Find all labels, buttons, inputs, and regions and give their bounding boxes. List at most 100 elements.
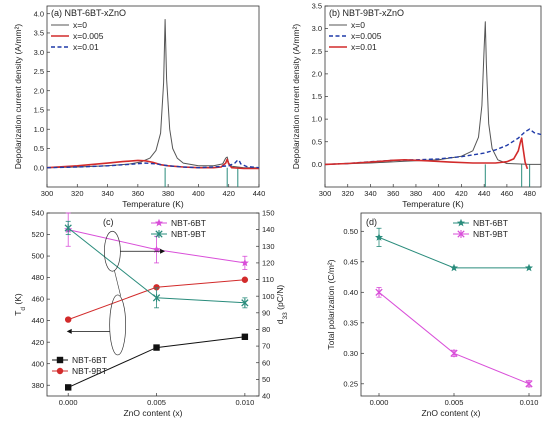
x-tick-label: 400 xyxy=(432,189,445,198)
legend-label: NBT-9BT xyxy=(473,229,508,239)
data-point xyxy=(152,293,161,302)
y-tick-label: 0.25 xyxy=(343,379,358,388)
legend-marker xyxy=(155,230,163,238)
legend-label: x=0.005 xyxy=(73,31,104,41)
x-tick-label: 360 xyxy=(132,189,145,198)
y-tick-label: 2.5 xyxy=(34,67,44,76)
series-line-x=0.005 xyxy=(324,128,542,166)
x-tick-label: 300 xyxy=(41,189,54,198)
y-right-tick-label: 80 xyxy=(262,325,270,334)
data-point xyxy=(64,223,72,232)
y-tick-label: 4.0 xyxy=(34,9,44,18)
y-tick-label: 3.0 xyxy=(34,48,44,57)
y-right-axis-label: d33 (pC/N) xyxy=(275,285,289,325)
x-axis-label: Temperature (K) xyxy=(122,199,184,209)
data-point xyxy=(525,263,533,272)
y-axis-label: Depolarization current density (A/mm²) xyxy=(13,24,23,170)
y-right-tick-label: 100 xyxy=(262,292,275,301)
y-right-tick-label: 140 xyxy=(262,225,275,234)
y-left-tick-label: 480 xyxy=(31,273,44,282)
plot-frame xyxy=(46,5,260,188)
y-right-tick-label: 40 xyxy=(262,392,270,401)
annotation-ellipse xyxy=(104,230,121,272)
y-left-tick-label: 520 xyxy=(31,230,44,239)
x-tick-label: 320 xyxy=(341,189,354,198)
y-right-tick-label: 150 xyxy=(262,209,275,218)
data-point xyxy=(241,333,249,340)
y-right-tick-label: 130 xyxy=(262,242,275,251)
legend-label: NBT-6BT xyxy=(473,218,508,228)
legend-marker xyxy=(56,367,64,375)
legend-label: x=0.005 xyxy=(351,31,382,41)
x-tick-label: 0.000 xyxy=(370,398,389,407)
data-point xyxy=(450,263,458,272)
legend-label: NBT-9BT xyxy=(171,229,206,239)
y-tick-label: 1.0 xyxy=(312,115,322,124)
panel-label: (b) NBT-9BT-xZnO xyxy=(329,8,404,18)
y-tick-label: 2.0 xyxy=(312,69,322,78)
y-tick-label: 0.40 xyxy=(343,288,358,297)
y-tick-label: 1.5 xyxy=(34,106,44,115)
x-tick-label: 380 xyxy=(410,189,423,198)
data-point xyxy=(375,288,383,297)
panel-c: 0.000 0.005 0.010 380 400 420 440 460 480 500 520 5… xyxy=(13,209,289,418)
y-tick-label: 2.0 xyxy=(34,86,44,95)
y-left-tick-label: 500 xyxy=(31,252,44,261)
y-tick-label: 0.45 xyxy=(343,257,358,266)
y-tick-label: 0.5 xyxy=(34,144,44,153)
data-point xyxy=(152,245,161,253)
x-tick-label: 0.010 xyxy=(235,398,254,407)
x-tick-label: 0.005 xyxy=(147,398,166,407)
x-tick-label: 380 xyxy=(162,189,175,198)
legend-label: NBT-6BT xyxy=(171,218,206,228)
y-tick-label: 0.0 xyxy=(312,160,322,169)
legend-marker xyxy=(457,218,465,227)
data-point xyxy=(65,316,72,323)
series-NBT-6BT xyxy=(375,227,533,272)
x-tick-label: 440 xyxy=(478,189,491,198)
y-right-tick-label: 70 xyxy=(262,342,270,351)
y-tick-label: 0.0 xyxy=(34,163,44,172)
x-tick-label: 360 xyxy=(387,189,400,198)
y-tick-label: 0.50 xyxy=(343,227,358,236)
plot-frame xyxy=(46,212,260,397)
data-point xyxy=(153,344,160,351)
y-axis-label: Depolarization current density (A/mm²) xyxy=(291,24,301,170)
legend-label: x=0.01 xyxy=(351,42,377,52)
annotation-arrowhead xyxy=(160,248,166,254)
y-tick-label: 2.5 xyxy=(312,47,322,56)
x-axis-label: ZnO content (x) xyxy=(421,408,480,418)
legend-label: NBT-9BT xyxy=(72,366,107,376)
y-left-axis-label: Td (K) xyxy=(13,293,27,316)
x-tick-label: 320 xyxy=(71,189,84,198)
legend-label: x=0.01 xyxy=(73,42,99,52)
x-tick-label: 0.005 xyxy=(445,398,464,407)
x-tick-label: 400 xyxy=(192,189,205,198)
series-left-NBT-6BT xyxy=(65,333,249,391)
panel-b: 300 320 340 360 380 400 420 440 460 480 0.0 0.5 1.0 1… xyxy=(291,2,542,209)
series-right-NBT-9BT xyxy=(64,220,249,309)
panel-label: (c) xyxy=(103,217,114,227)
legend-marker xyxy=(56,356,64,364)
annotation-connector xyxy=(114,270,121,297)
y-right-tick-label: 90 xyxy=(262,308,270,317)
series-right-NBT-6BT xyxy=(64,212,249,270)
series-line-x=0.01 xyxy=(324,137,529,170)
legend-marker xyxy=(155,218,163,227)
y-right-tick-label: 50 xyxy=(262,375,270,384)
panel-label: (a) NBT-6BT-xZnO xyxy=(51,8,126,18)
plot-frame xyxy=(360,212,542,397)
y-right-tick-label: 120 xyxy=(262,259,275,268)
data-point xyxy=(241,276,249,283)
data-point xyxy=(153,284,160,291)
y-left-tick-label: 420 xyxy=(31,338,44,347)
series-line xyxy=(378,291,530,385)
x-axis-label: ZnO content (x) xyxy=(123,408,182,418)
data-point xyxy=(375,233,383,241)
series-NBT-9BT xyxy=(375,287,533,388)
y-tick-label: 0.5 xyxy=(312,137,322,146)
x-tick-label: 420 xyxy=(222,189,235,198)
x-tick-label: 300 xyxy=(319,189,332,198)
legend-marker xyxy=(457,230,465,238)
